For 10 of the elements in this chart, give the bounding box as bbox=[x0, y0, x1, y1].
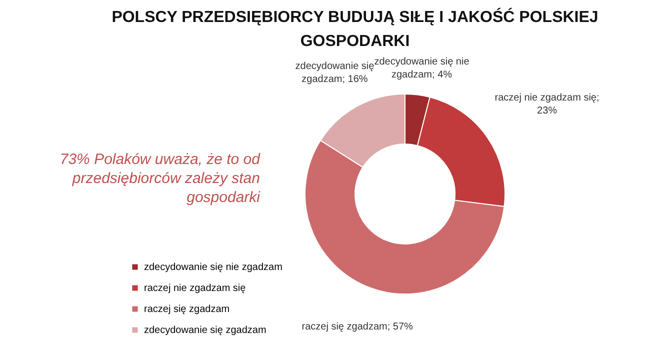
data-label: raczej nie zgadzam się; 23% bbox=[494, 92, 600, 116]
legend-label: zdecydowanie się zgadzam bbox=[144, 325, 266, 336]
chart-title: POLSCY PRZEDSIĘBIORCY BUDUJĄ SIŁĘ I JAKOŚĆ POLSKIEJ GOSPODARKI bbox=[110, 6, 600, 52]
legend-label: raczej się zgadzam bbox=[144, 304, 230, 315]
text: 73% Polaków uważa, że to od przedsiębiorców zależy stan gospodarki bbox=[58, 150, 260, 207]
legend-label: raczej nie zgadzam się bbox=[144, 283, 246, 294]
legend-label: zdecydowanie się nie zgadzam bbox=[144, 262, 282, 273]
data-label: zdecydowanie się zgadzam; 16% bbox=[295, 61, 375, 86]
data-label: zdecydowanie się nie zgadzam; 4% bbox=[374, 56, 470, 81]
data-label: raczej się zgadzam; 57% bbox=[302, 321, 414, 332]
